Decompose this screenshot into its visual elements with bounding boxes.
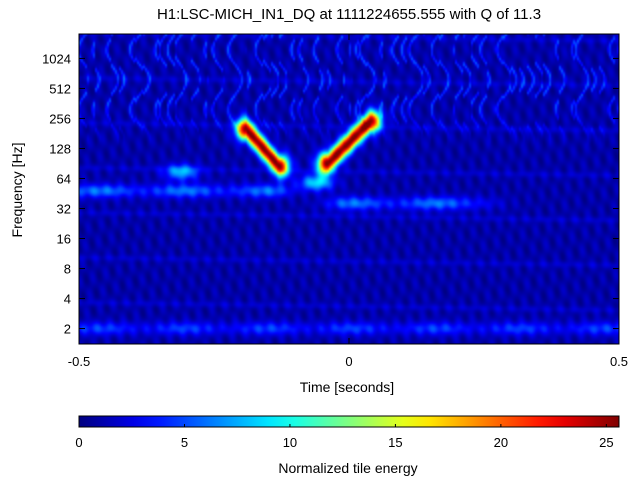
colorbar-tick-label: 0	[75, 435, 82, 450]
colorbar-gradient	[78, 415, 620, 428]
y-tick-label: 128	[49, 141, 71, 156]
y-tick-label: 64	[57, 171, 71, 186]
y-axis-label: Frequency [Hz]	[9, 143, 25, 238]
x-axis-label: Time [seconds]	[300, 379, 394, 395]
y-tick-label: 256	[49, 111, 71, 126]
colorbar-tick-label: 10	[283, 435, 297, 450]
y-tick-label: 1024	[42, 51, 71, 66]
y-tick-label: 32	[57, 201, 71, 216]
y-tick-label: 4	[64, 292, 71, 307]
x-axis: -0.5 0 0.5	[68, 34, 628, 369]
colorbar-tick-label: 15	[388, 435, 402, 450]
plot-area	[78, 33, 620, 345]
y-tick-label: 8	[64, 262, 71, 277]
colorbar-tick-label: 25	[599, 435, 613, 450]
y-tick-label: 16	[57, 232, 71, 247]
colorbar-axis: 0 5 10 15 20 25	[75, 424, 614, 450]
x-tick-label: 0.5	[610, 354, 628, 369]
colorbar-label: Normalized tile energy	[278, 460, 417, 476]
y-tick-label: 2	[64, 322, 71, 337]
colorbar	[78, 415, 620, 428]
x-tick-label: 0	[345, 354, 352, 369]
x-tick-label: -0.5	[68, 354, 90, 369]
chart-title: H1:LSC-MICH_IN1_DQ at 1111224655.555 wit…	[157, 6, 541, 23]
y-tick-label: 512	[49, 81, 71, 96]
colorbar-tick-label: 5	[181, 435, 188, 450]
spectrogram-heatmap	[79, 34, 619, 344]
y-axis: 2 4 8 16 32 64 128 256 512 1024	[42, 51, 619, 337]
colorbar-tick-label: 20	[494, 435, 508, 450]
